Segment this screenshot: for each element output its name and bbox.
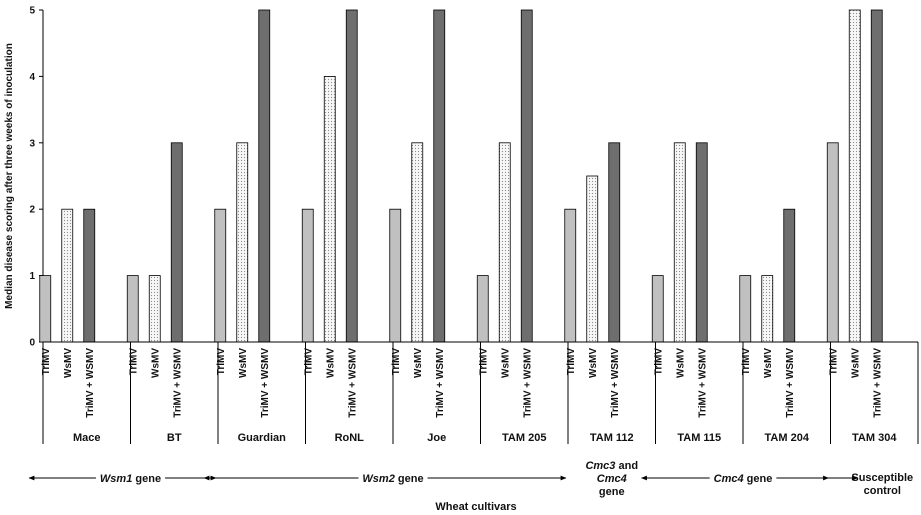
gene-label-line: control [864, 485, 901, 497]
bar-series-label: TriMV + WSMV [435, 348, 446, 418]
bar-series-label: WsMV [675, 348, 686, 378]
bar-series-label: WsMV [150, 348, 161, 378]
bar-trimv-wsmv [170, 142, 183, 343]
category-label: Mace [73, 432, 101, 444]
category-label: Joe [427, 432, 446, 444]
bar-trimv [214, 208, 227, 343]
bar-series-label: TriMV [653, 348, 664, 376]
bar-series-label: TriMV + WSMV [172, 348, 183, 418]
bar-series-label: TriMV + WSMV [85, 348, 96, 418]
bar-series-label: TriMV [41, 348, 52, 376]
bar-series-label: TriMV [216, 348, 227, 376]
y-tick-label: 5 [29, 6, 35, 17]
bar-trimv [389, 208, 402, 343]
gene-label-backdrop [709, 472, 777, 486]
bar-wsmv [148, 275, 161, 343]
gene-label-line: Susceptible [851, 472, 913, 484]
bar-series-label: TriMV [128, 348, 139, 376]
bar-series-label: TriMV + WSMV [872, 348, 883, 418]
bar-series-label: TriMV [303, 348, 314, 376]
bar-trimv-wsmv [520, 9, 533, 343]
bar-series-label: WsMV [238, 348, 249, 378]
gene-label-backdrop [95, 472, 166, 486]
bar-wsmv [411, 142, 424, 343]
category-label: TAM 204 [765, 432, 810, 444]
bar-trimv [651, 275, 664, 343]
y-tick-label: 3 [29, 138, 35, 149]
y-tick-label: 2 [29, 205, 35, 216]
gene-label: Wsm2 gene [362, 473, 423, 485]
bar-wsmv [498, 142, 511, 343]
bar-trimv [826, 142, 839, 343]
bar-series-label: WsMV [763, 348, 774, 378]
bar-series-label: TriMV [478, 348, 489, 376]
bar-trimv-wsmv [870, 9, 883, 343]
gene-label: Cmc4 gene [714, 473, 773, 485]
bar-series-label: TriMV + WSMV [610, 348, 621, 418]
bar-series-label: TriMV [391, 348, 402, 376]
bar-wsmv [586, 175, 599, 343]
y-tick-label: 0 [29, 338, 35, 349]
gene-label-line: gene [599, 486, 625, 498]
gene-label-line: Cmc4 [597, 473, 627, 485]
bar-series-label: TriMV + WSMV [522, 348, 533, 418]
y-tick-label: 4 [29, 72, 35, 83]
bar-series-label: WsMV [325, 348, 336, 378]
bar-series-label: TriMV + WSMV [697, 348, 708, 418]
bar-series-label: WsMV [500, 348, 511, 378]
bar-series-label: WsMV [588, 348, 599, 378]
y-tick-label: 1 [29, 271, 35, 282]
category-label: TAM 115 [677, 432, 721, 444]
bar-series-label: TriMV + WSMV [347, 348, 358, 418]
category-label: TAM 112 [590, 432, 634, 444]
bar-trimv [39, 275, 52, 343]
bar-trimv-wsmv [695, 142, 708, 343]
bar-series-label: TriMV + WSMV [260, 348, 271, 418]
bar-series-label: TriMV [828, 348, 839, 376]
gene-label-backdrop [358, 472, 428, 486]
bar-series-label: WsMV [63, 348, 74, 378]
bar-trimv-wsmv [258, 9, 271, 343]
bar-trimv [301, 208, 314, 343]
bar-trimv-wsmv [433, 9, 446, 343]
bar-wsmv [761, 275, 774, 343]
gene-label: Wsm1 gene [100, 473, 161, 485]
bar-trimv-wsmv [345, 9, 358, 343]
gene-label-line: Cmc3 and [585, 460, 638, 472]
bar-trimv [564, 208, 577, 343]
bar-wsmv [61, 208, 74, 343]
category-label: BT [167, 432, 182, 444]
bar-wsmv [236, 142, 249, 343]
bar-wsmv [673, 142, 686, 343]
bar-series-label: TriMV + WSMV [785, 348, 796, 418]
bar-trimv [476, 275, 489, 343]
bar-wsmv [848, 9, 861, 343]
bar-series-label: TriMV [741, 348, 752, 376]
category-label: RoNL [335, 432, 365, 444]
bar-trimv-wsmv [608, 142, 621, 343]
category-label: Guardian [238, 432, 287, 444]
y-axis-title: Median disease scoring after three weeks… [4, 43, 15, 309]
bar-series-label: TriMV [566, 348, 577, 376]
bar-wsmv [323, 76, 336, 343]
category-label: TAM 205 [502, 432, 546, 444]
bar-series-label: WsMV [413, 348, 424, 378]
bar-series-label: WsMV [850, 348, 861, 378]
x-axis-title: Wheat cultivars [435, 501, 516, 513]
x-axis: Mace TriMV WsMV TriMV + WSMV BT TriMV WsMV TriM… [41, 341, 919, 444]
category-label: TAM 304 [852, 432, 897, 444]
bar-trimv [739, 275, 752, 343]
bar-trimv-wsmv [83, 208, 96, 343]
bar-trimv-wsmv [783, 208, 796, 343]
bars [39, 9, 883, 343]
bar-trimv [126, 275, 139, 343]
